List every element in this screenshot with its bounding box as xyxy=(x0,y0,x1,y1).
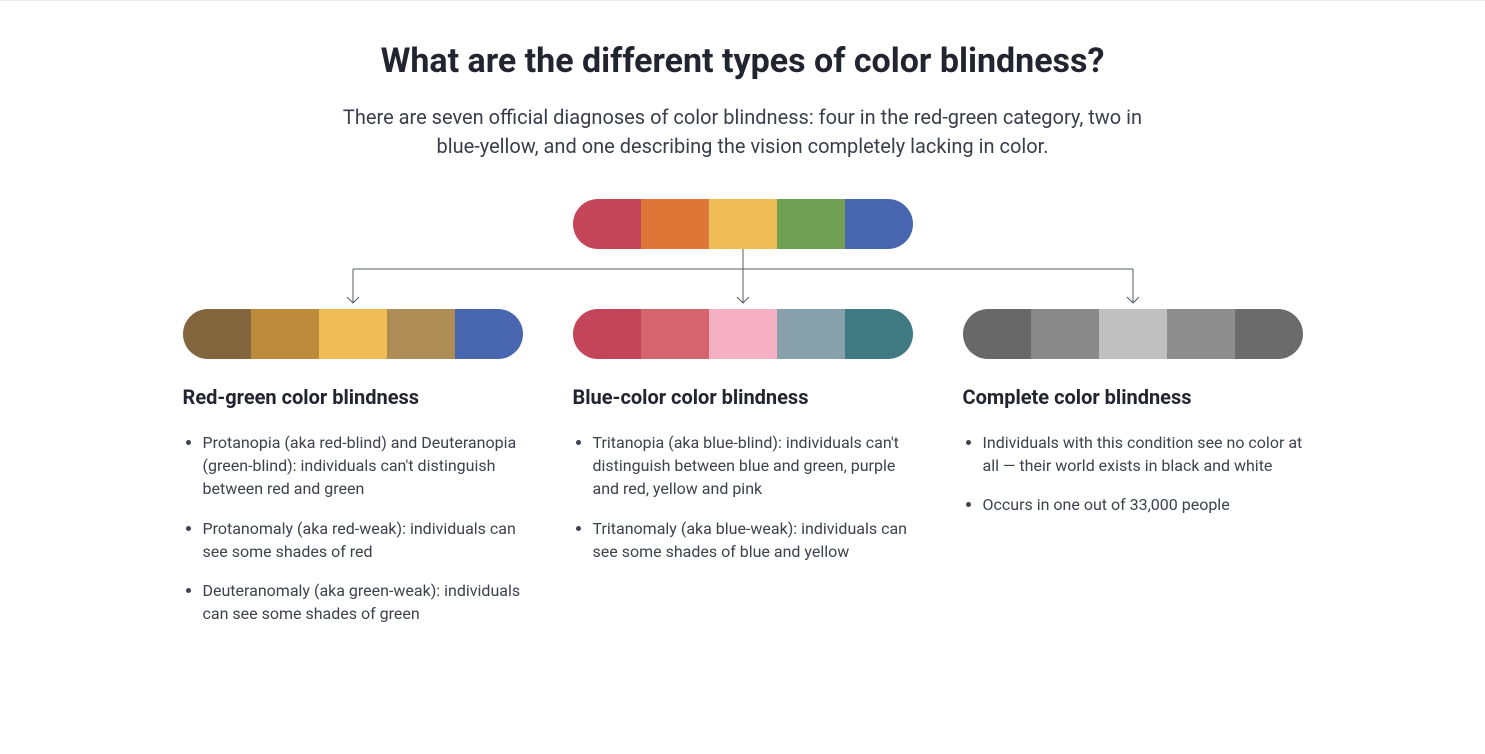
category-column: Blue-color color blindness Tritanopia (ak… xyxy=(573,309,913,641)
palette-segment xyxy=(845,309,913,359)
bullet-item: Tritanopia (aka blue-blind): individuals… xyxy=(593,431,913,501)
page-title: What are the different types of color bl… xyxy=(333,41,1153,81)
palette-segment xyxy=(387,309,455,359)
palette-segment xyxy=(641,199,709,249)
header: What are the different types of color bl… xyxy=(333,41,1153,161)
palette-segment xyxy=(641,309,709,359)
palette-segment xyxy=(1235,309,1303,359)
category-palette-pill xyxy=(963,309,1303,359)
category-bullets: Individuals with this condition see no c… xyxy=(963,431,1303,517)
palette-segment xyxy=(963,309,1031,359)
palette-segment xyxy=(777,309,845,359)
categories-row: Red-green color blindness Protanopia (aka… xyxy=(183,309,1303,641)
palette-segment xyxy=(845,199,913,249)
palette-segment xyxy=(777,199,845,249)
bullet-item: Occurs in one out of 33,000 people xyxy=(983,493,1303,516)
palette-segment xyxy=(1167,309,1235,359)
root-palette-pill xyxy=(573,199,913,249)
bullet-item: Tritanomaly (aka blue-weak): individuals… xyxy=(593,517,913,563)
palette-segment xyxy=(1099,309,1167,359)
palette-segment xyxy=(251,309,319,359)
bullet-item: Deuteranomaly (aka green-weak): individu… xyxy=(203,579,523,625)
category-column: Complete color blindness Individuals with… xyxy=(963,309,1303,641)
category-title: Complete color blindness xyxy=(963,385,1303,409)
palette-segment xyxy=(709,199,777,249)
palette-segment xyxy=(455,309,523,359)
category-bullets: Tritanopia (aka blue-blind): individuals… xyxy=(573,431,913,563)
category-title: Blue-color color blindness xyxy=(573,385,913,409)
bullet-item: Protanopia (aka red-blind) and Deuterano… xyxy=(203,431,523,501)
palette-segment xyxy=(573,199,641,249)
bullet-item: Individuals with this condition see no c… xyxy=(983,431,1303,477)
page: What are the different types of color bl… xyxy=(0,1,1485,671)
diagram: Red-green color blindness Protanopia (aka… xyxy=(183,199,1303,641)
category-title: Red-green color blindness xyxy=(183,385,523,409)
palette-segment xyxy=(573,309,641,359)
palette-segment xyxy=(709,309,777,359)
category-palette-pill xyxy=(183,309,523,359)
category-bullets: Protanopia (aka red-blind) and Deuterano… xyxy=(183,431,523,625)
palette-segment xyxy=(319,309,387,359)
bullet-item: Protanomaly (aka red-weak): individuals … xyxy=(203,517,523,563)
category-column: Red-green color blindness Protanopia (aka… xyxy=(183,309,523,641)
palette-segment xyxy=(183,309,251,359)
page-subtitle: There are seven official diagnoses of co… xyxy=(333,103,1153,161)
tree-connector xyxy=(183,249,1303,309)
connector-lines-icon xyxy=(183,249,1303,309)
palette-segment xyxy=(1031,309,1099,359)
category-palette-pill xyxy=(573,309,913,359)
